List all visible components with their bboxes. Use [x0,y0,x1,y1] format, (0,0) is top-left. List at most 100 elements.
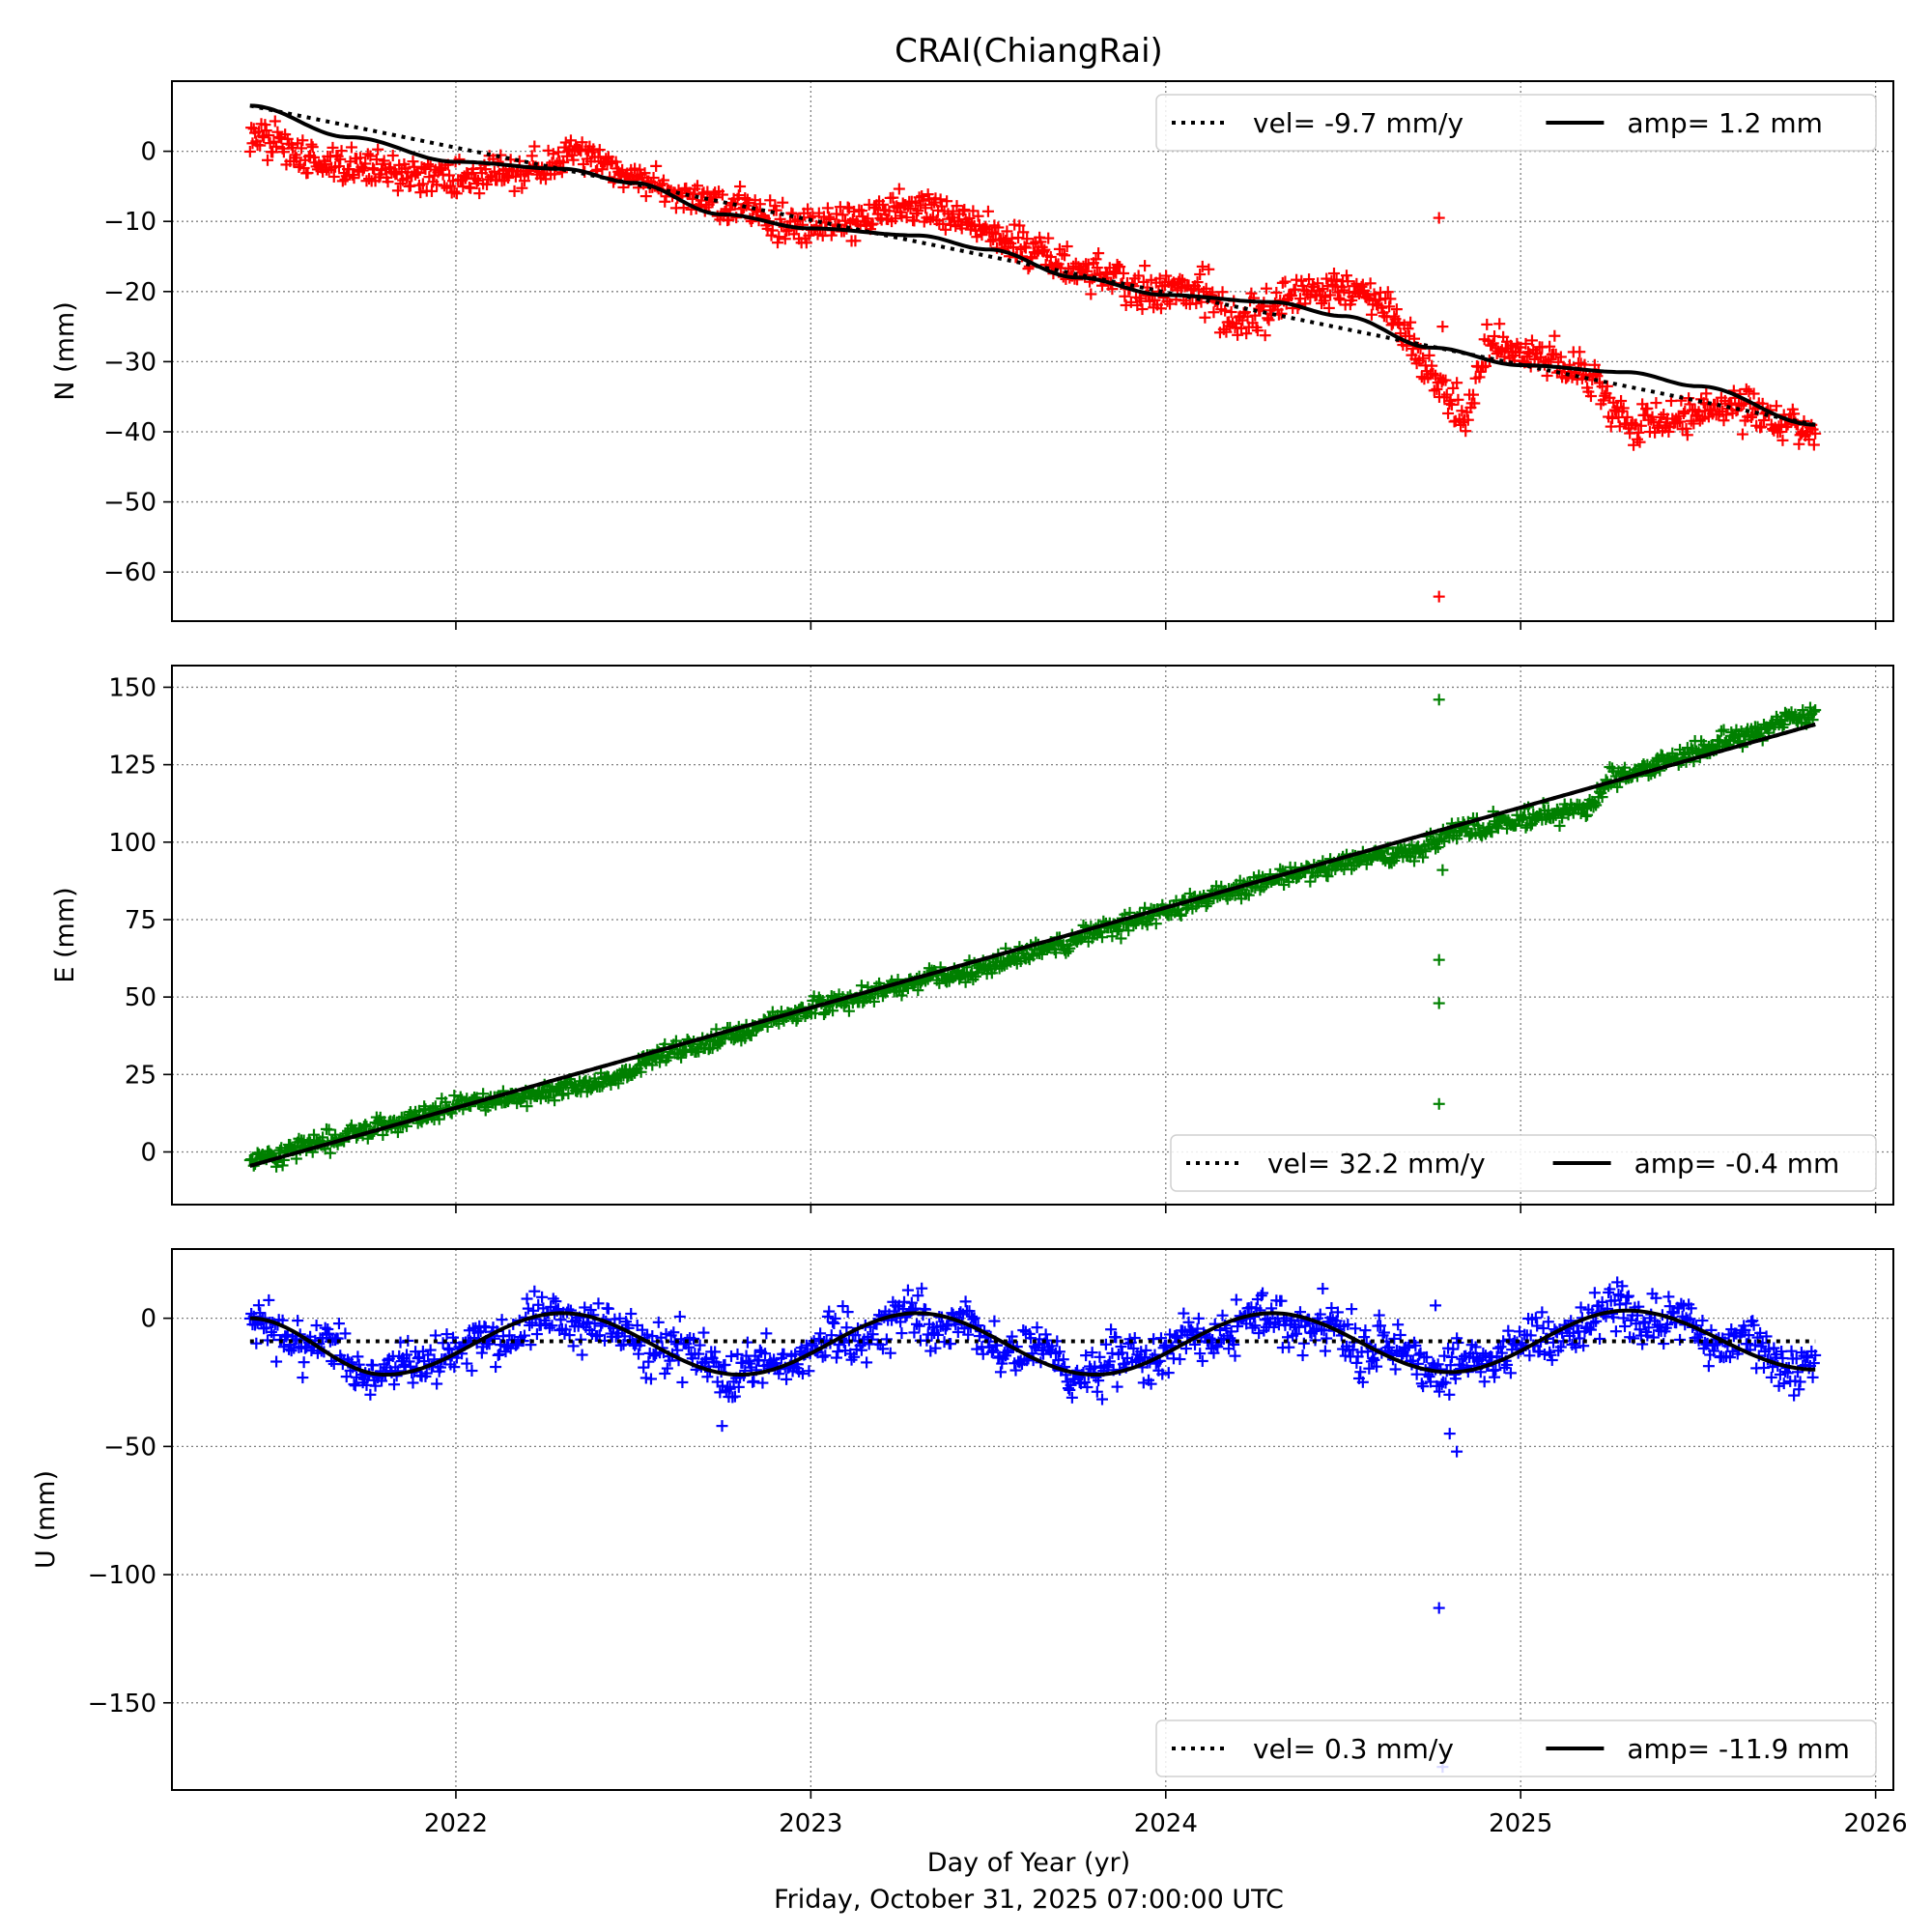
data-point [959,976,972,988]
data-point [1001,225,1013,238]
data-point [1112,923,1124,936]
data-point [410,168,422,181]
data-point [1122,924,1135,937]
legend-N: vel= -9.7 mm/y amp= 1.2 mm [1155,94,1877,152]
data-point [1330,273,1343,286]
data-point [819,1007,832,1019]
y-axis-label: E (mm) [50,887,80,982]
data-point [972,210,984,222]
data-point [1111,925,1123,938]
data-point [1740,383,1752,395]
data-point [1776,434,1789,446]
data-point [473,187,486,200]
data-point [1333,292,1346,304]
data-point [1312,277,1324,290]
data-point [1038,243,1051,256]
data-point [956,205,969,217]
y-tick-label: 0 [140,138,156,167]
data-point [555,1089,568,1101]
data-point [920,202,932,214]
data-point [695,194,707,207]
data-point [1423,349,1435,361]
data-point [1755,420,1768,433]
data-point [941,195,953,208]
data-point [502,1095,515,1108]
data-point [779,233,791,245]
y-tick-label: −40 [103,418,156,447]
data-point [855,205,867,217]
data-point [1468,397,1481,410]
data-point [1316,298,1328,310]
data-point [849,235,862,247]
data-point [650,159,663,172]
data-point [646,1059,659,1071]
data-point [1520,821,1532,834]
data-point [675,1051,688,1064]
data-point [1720,409,1733,421]
data-point [1426,359,1438,372]
data-point [465,182,477,194]
data-point [1408,855,1421,867]
data-point [559,136,572,149]
data-point [802,203,814,215]
data-point [488,165,500,178]
data-point [789,214,802,227]
data-point [1263,314,1275,327]
data-point [1520,337,1532,350]
data-point [657,174,669,186]
data-point [1522,346,1535,358]
data-point [635,1065,647,1078]
data-point [1031,247,1043,260]
axes-frame-N [171,80,1894,622]
x-tick-label: 2022 [424,1809,488,1838]
data-point [273,130,286,143]
data-point [1528,353,1541,365]
data-point [1574,346,1586,358]
data-point [803,229,815,242]
data-point [1747,387,1760,400]
data-point [1076,932,1089,945]
data-point [1260,282,1272,295]
data-point [1013,219,1026,232]
data-point [1780,421,1793,434]
data-point [1472,819,1485,832]
data-point [654,1056,667,1068]
data-point [1050,947,1063,959]
data-point [477,1088,490,1100]
data-point [263,129,275,142]
data-point [1388,310,1401,323]
data-point [1062,262,1074,274]
data-point [1000,235,1012,247]
data-point [1240,327,1253,340]
legend-U: vel= 0.3 mm/y amp= -11.9 mm [1155,1719,1877,1777]
data-point [1427,367,1439,380]
data-point [1021,233,1034,245]
data-point [335,145,348,157]
data-point [391,1126,404,1139]
data-point [1093,247,1105,260]
data-point [542,1092,554,1104]
data-point [1549,348,1562,360]
data-point [1417,851,1430,864]
data-point [1462,413,1474,426]
y-tick-label: 75 [125,906,156,935]
legend-amplitude-label: amp= -11.9 mm [1627,1733,1849,1765]
data-point [980,220,992,233]
data-point [1718,414,1730,427]
data-point [912,984,924,997]
data-point [1236,322,1248,334]
data-point [1259,329,1271,342]
data-point [305,138,318,151]
data-point [1219,304,1232,317]
data-point [1650,397,1662,410]
data-point [817,1009,830,1021]
data-point [1747,409,1759,421]
data-point [1352,856,1365,868]
data-point [261,154,273,166]
data-point [277,146,290,158]
panel-E: 150 125 100 75 50 25 0 E (mm) vel= 32.2 mm/y amp=… [50,665,1894,1213]
data-point [867,995,880,1008]
data-point [454,1091,467,1103]
data-point [1059,249,1071,262]
data-point [1491,820,1503,833]
